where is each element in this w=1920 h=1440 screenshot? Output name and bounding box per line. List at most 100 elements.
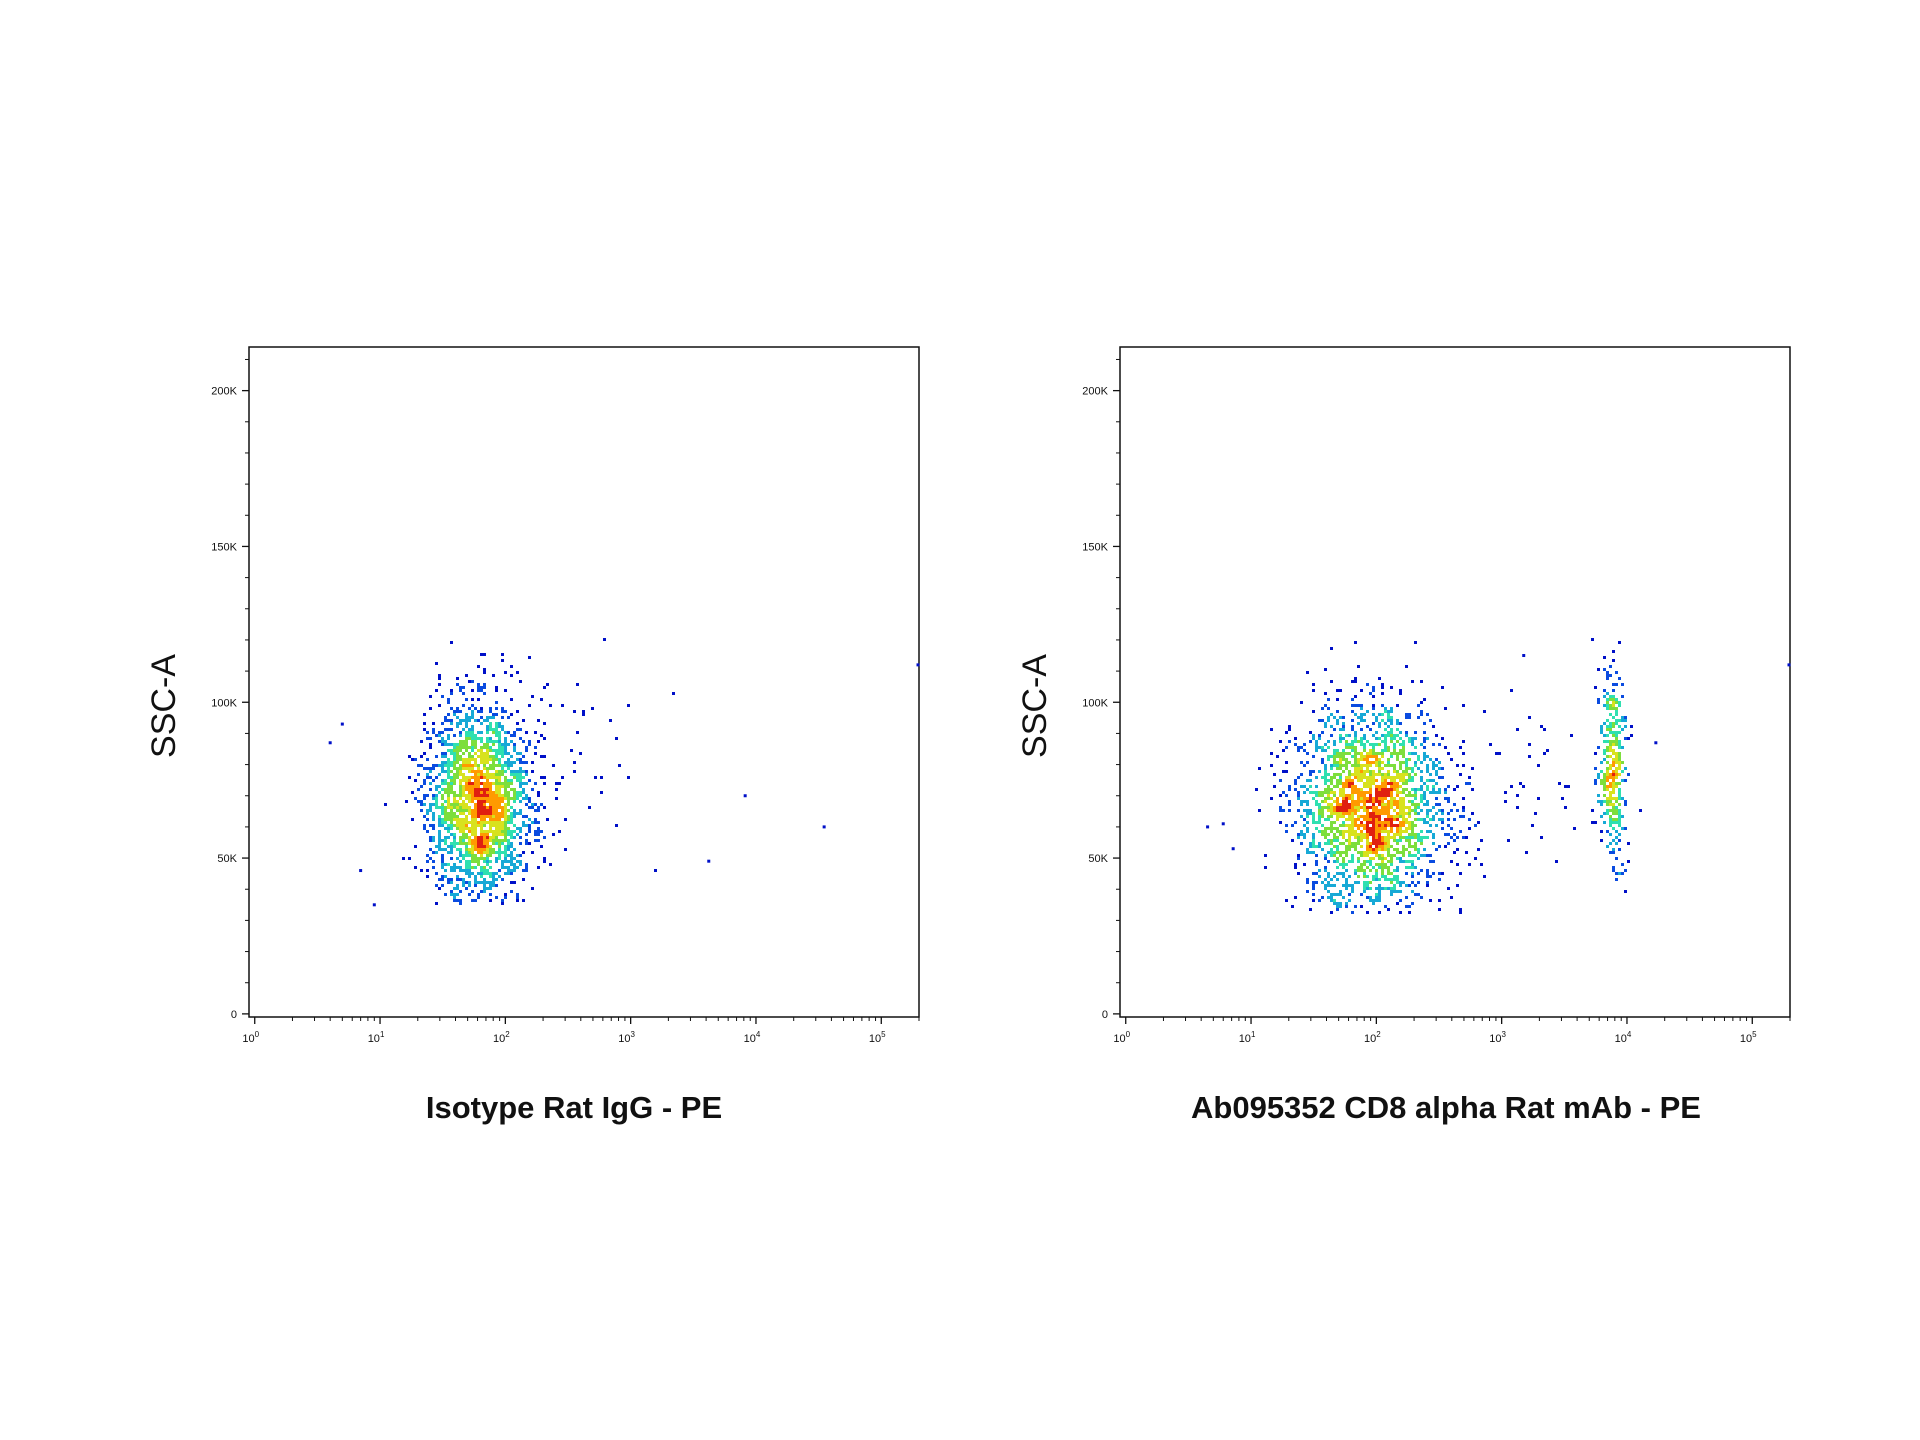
event-dot bbox=[1420, 785, 1423, 788]
event-dot bbox=[1411, 827, 1414, 830]
event-dot bbox=[447, 815, 450, 818]
event-dot bbox=[498, 800, 501, 803]
event-dot bbox=[480, 791, 483, 794]
y-tick-label: 100K bbox=[1082, 697, 1108, 709]
event-dot bbox=[1300, 803, 1303, 806]
event-dot bbox=[1423, 803, 1426, 806]
event-dot bbox=[1597, 773, 1600, 776]
event-dot bbox=[477, 842, 480, 845]
event-dot bbox=[1306, 815, 1309, 818]
event-dot bbox=[1618, 758, 1621, 761]
event-dot bbox=[1375, 833, 1378, 836]
event-dot bbox=[504, 839, 507, 842]
event-dot bbox=[504, 812, 507, 815]
event-dot bbox=[492, 749, 495, 752]
event-dot bbox=[459, 803, 462, 806]
event-dot bbox=[1417, 836, 1420, 839]
event-dot bbox=[1606, 749, 1609, 752]
event-dot bbox=[450, 869, 453, 872]
event-dot bbox=[1312, 821, 1315, 824]
event-dot bbox=[1354, 905, 1357, 908]
event-dot bbox=[1444, 797, 1447, 800]
event-dot bbox=[534, 830, 537, 833]
event-dot bbox=[480, 794, 483, 797]
event-dot bbox=[450, 722, 453, 725]
event-dot bbox=[438, 773, 441, 776]
event-dot bbox=[1342, 749, 1345, 752]
event-dot bbox=[1378, 785, 1381, 788]
event-dot bbox=[1399, 731, 1402, 734]
event-dot bbox=[501, 725, 504, 728]
event-dot bbox=[1339, 782, 1342, 785]
event-dot bbox=[1606, 830, 1609, 833]
event-dot bbox=[426, 773, 429, 776]
event-dot bbox=[1405, 818, 1408, 821]
event-dot bbox=[474, 875, 477, 878]
event-dot bbox=[507, 743, 510, 746]
event-dot bbox=[501, 755, 504, 758]
event-dot bbox=[1357, 827, 1360, 830]
event-dot bbox=[444, 788, 447, 791]
event-dot bbox=[1420, 836, 1423, 839]
event-dot bbox=[1426, 884, 1429, 887]
event-dot bbox=[1324, 833, 1327, 836]
event-dot bbox=[1351, 788, 1354, 791]
event-dot bbox=[1363, 734, 1366, 737]
event-dot bbox=[501, 782, 504, 785]
event-dot bbox=[1471, 812, 1474, 815]
event-dot bbox=[507, 827, 510, 830]
event-dot bbox=[501, 707, 504, 710]
event-dot bbox=[1357, 752, 1360, 755]
event-dot bbox=[1426, 836, 1429, 839]
plot-frame bbox=[248, 346, 920, 1018]
event-dot bbox=[1387, 854, 1390, 857]
event-dot bbox=[1420, 896, 1423, 899]
event-dot bbox=[1387, 734, 1390, 737]
event-dot bbox=[1423, 746, 1426, 749]
event-dot bbox=[600, 791, 603, 794]
event-dot bbox=[1387, 878, 1390, 881]
event-dot bbox=[1366, 884, 1369, 887]
event-dot bbox=[1411, 863, 1414, 866]
event-dot bbox=[549, 704, 552, 707]
event-dot bbox=[471, 782, 474, 785]
event-dot bbox=[1603, 722, 1606, 725]
event-dot bbox=[1432, 791, 1435, 794]
event-dot bbox=[441, 740, 444, 743]
event-dot bbox=[1360, 824, 1363, 827]
event-dot bbox=[513, 797, 516, 800]
event-dot bbox=[1612, 851, 1615, 854]
event-dot bbox=[1369, 863, 1372, 866]
event-dot bbox=[561, 776, 564, 779]
event-dot bbox=[1462, 815, 1465, 818]
event-dot bbox=[1300, 842, 1303, 845]
event-dot bbox=[462, 728, 465, 731]
event-dot bbox=[1414, 791, 1417, 794]
event-dot bbox=[444, 839, 447, 842]
event-dot bbox=[1414, 893, 1417, 896]
event-dot bbox=[504, 893, 507, 896]
event-dot bbox=[444, 761, 447, 764]
event-dot bbox=[1324, 842, 1327, 845]
event-dot bbox=[1411, 770, 1414, 773]
event-dot bbox=[444, 818, 447, 821]
event-dot bbox=[507, 779, 510, 782]
event-dot bbox=[1414, 809, 1417, 812]
event-dot bbox=[1378, 791, 1381, 794]
event-dot bbox=[1375, 842, 1378, 845]
event-dot bbox=[1366, 896, 1369, 899]
event-dot bbox=[483, 686, 486, 689]
event-dot bbox=[441, 818, 444, 821]
event-dot bbox=[1420, 761, 1423, 764]
event-dot bbox=[1402, 836, 1405, 839]
event-dot bbox=[483, 821, 486, 824]
event-dot bbox=[486, 737, 489, 740]
event-dot bbox=[477, 683, 480, 686]
event-dot bbox=[1336, 905, 1339, 908]
event-dot bbox=[1363, 755, 1366, 758]
event-dot bbox=[504, 797, 507, 800]
event-dot bbox=[474, 806, 477, 809]
event-dot bbox=[1615, 812, 1618, 815]
event-dot bbox=[1618, 815, 1621, 818]
event-dot bbox=[1309, 851, 1312, 854]
